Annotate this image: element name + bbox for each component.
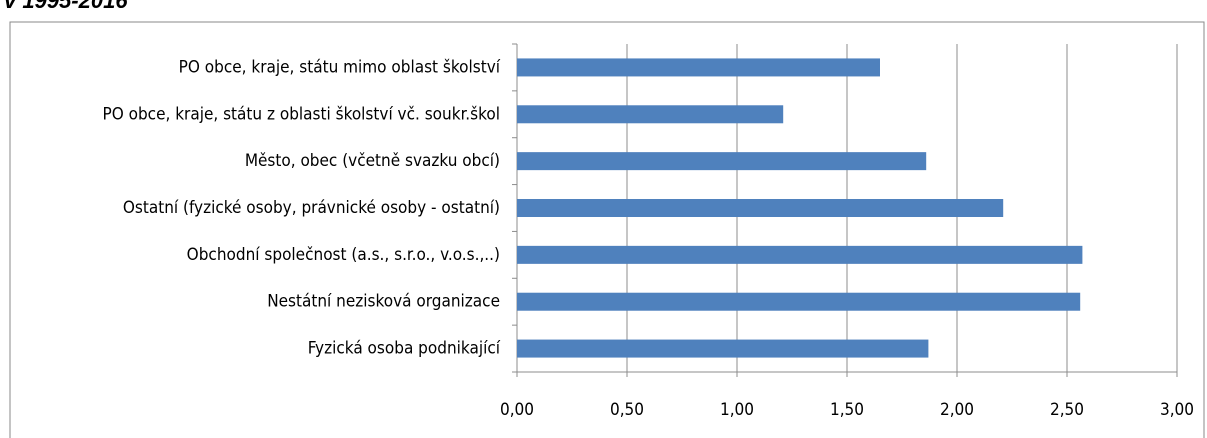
bar [517,199,1004,217]
x-tick-label: 2,00 [940,400,974,420]
y-tick-label: PO obce, kraje, státu z oblasti školství… [102,104,500,124]
y-tick-label: Město, obec (včetně svazku obcí) [245,151,500,171]
bar [517,245,1083,264]
bar [517,339,929,358]
bar [517,152,927,171]
x-tick-label: 2,50 [1050,400,1084,420]
bar [517,105,784,124]
y-tick-label: Ostatní (fyzické osoby, právnické osoby … [123,198,500,218]
chart-border [9,21,1205,438]
x-tick-label: 1,50 [830,400,864,420]
y-tick-label: Nestátní nezisková organizace [267,292,500,312]
bar [517,58,880,77]
x-tick-label: 0,50 [610,400,644,420]
x-tick-label: 1,00 [720,400,754,420]
x-tick-label: 3,00 [1160,400,1194,420]
y-tick-label: PO obce, kraje, státu mimo oblast školst… [179,57,501,77]
x-tick-label: 0,00 [500,400,534,420]
y-tick-label: Fyzická osoba podnikající [308,339,501,359]
y-tick-label: Obchodní společnost (a.s., s.r.o., v.o.s… [187,245,500,265]
chart-title: v 1995-2016 [4,0,128,13]
bar [517,292,1081,311]
